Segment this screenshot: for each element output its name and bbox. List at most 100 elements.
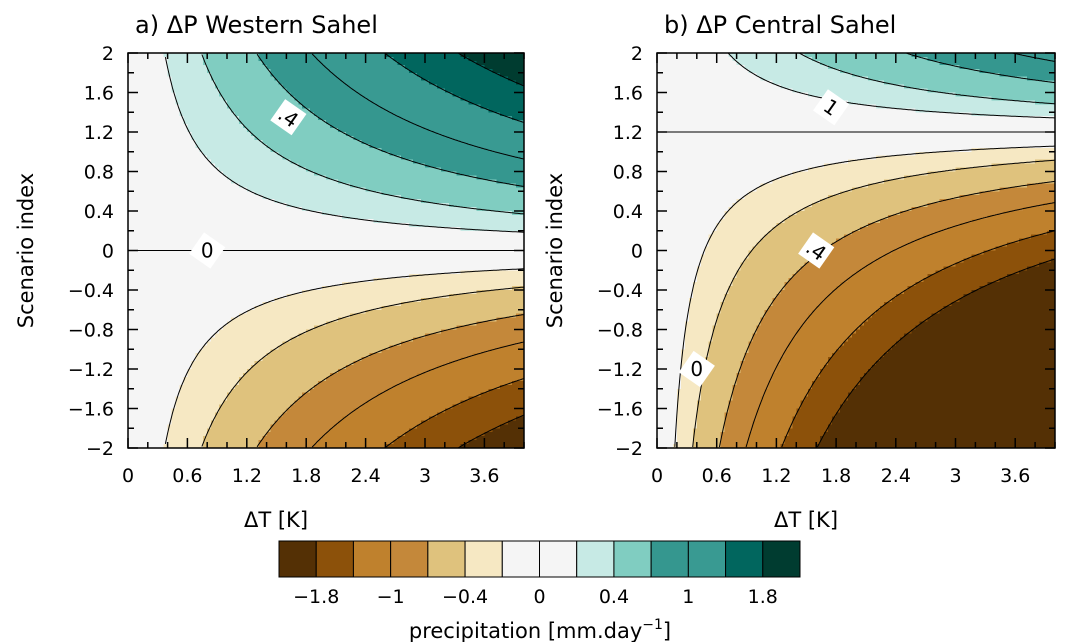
y-tick-label: 0.4	[84, 201, 114, 223]
colorbar-swatch	[650, 540, 689, 578]
contour-label-bg	[678, 350, 715, 388]
contour-label-bg	[813, 89, 850, 126]
contour-line	[201, 286, 525, 447]
contour-lines	[657, 52, 1056, 448]
x-tick-label: 0.6	[172, 465, 202, 487]
y-tick-label: 1.2	[84, 122, 114, 144]
contour-line	[457, 52, 525, 87]
x-tick-label: 3	[949, 465, 961, 487]
y-tick-label: 2	[631, 43, 643, 65]
panel-title: a) ΔP Western Sahel	[135, 11, 378, 39]
y-tick-label: 0	[631, 241, 643, 263]
contour-line	[745, 202, 1056, 448]
contour-line	[457, 414, 525, 449]
colorbar-swatch	[278, 540, 317, 578]
y-tick-label: 1.2	[613, 122, 643, 144]
colorbar-swatch	[539, 540, 578, 578]
y-tick-label: 0	[102, 241, 114, 263]
contour-label-bg	[798, 232, 835, 269]
contour-fill	[128, 53, 525, 449]
colorbar-swatch	[390, 540, 429, 578]
x-tick-label: 1.8	[291, 465, 321, 487]
y-tick-label: 0.8	[613, 162, 643, 184]
ticks	[127, 52, 525, 449]
y-tick-label: 0.4	[613, 201, 643, 223]
colorbar-swatch	[464, 540, 503, 578]
y-tick-label: −2	[86, 438, 114, 460]
contour-line	[816, 258, 1056, 448]
panel-b: 01.40 0.6 1.2 1.8 2.4 3 3.621.61.20.80.40−0.4−…	[543, 11, 1056, 532]
contour-line	[164, 268, 524, 444]
y-tick-label: −1.2	[68, 359, 114, 381]
contour-line	[256, 314, 525, 448]
contour-fill	[657, 53, 1056, 449]
contour-label: 0	[690, 357, 703, 381]
contour-label-bg	[270, 99, 307, 136]
contour-line	[781, 230, 1056, 448]
contour-line	[384, 52, 525, 123]
contour-line	[692, 159, 1056, 448]
colorbar-tick-label: 0	[533, 586, 545, 608]
contour-line	[311, 341, 525, 448]
contour-line	[164, 57, 524, 233]
y-tick-label: −0.4	[68, 280, 114, 302]
x-axis-label: ΔT [K]	[774, 508, 838, 532]
panel-title: b) ΔP Central Sahel	[664, 11, 896, 39]
x-tick-label: 3.6	[1000, 465, 1030, 487]
x-tick-label: 3	[419, 465, 431, 487]
colorbar-tick-label: −1.8	[293, 586, 339, 608]
x-axis-label: ΔT [K]	[244, 508, 308, 532]
contour-line	[1012, 52, 1056, 62]
x-tick-label: 1.2	[232, 465, 262, 487]
colorbar-swatch	[613, 540, 652, 578]
colorbar-swatch	[687, 540, 727, 578]
colorbar-swatch	[725, 540, 764, 578]
contour-line	[799, 52, 1056, 105]
contour-line	[311, 53, 525, 160]
y-tick-label: −2	[615, 438, 643, 460]
contour-line	[727, 52, 1055, 119]
colorbar-tick-label: 0.4	[599, 586, 629, 608]
y-tick-label: 2	[102, 43, 114, 65]
colorbar-tick-label: 1.8	[748, 586, 778, 608]
contour-line	[674, 145, 1055, 447]
contour-line	[384, 378, 525, 449]
colorbar-tick-label: 1	[682, 586, 694, 608]
y-tick-label: 0.8	[84, 162, 114, 184]
contour-line	[718, 180, 1056, 448]
x-tick-label: 2.4	[881, 465, 911, 487]
colorbar-swatch	[427, 540, 466, 578]
contour-line	[256, 53, 525, 187]
panel-a: 0.40 0.6 1.2 1.8 2.4 3 3.621.61.20.80.40−0.4−0…	[14, 11, 525, 532]
x-tick-label: 3.6	[469, 465, 499, 487]
colorbar-swatch	[352, 540, 392, 578]
y-tick-label: −0.8	[68, 320, 114, 342]
y-axis-label: Scenario index	[14, 173, 38, 328]
colorbar-swatch	[762, 540, 801, 578]
colorbar-tick-label: −1	[377, 586, 405, 608]
x-tick-label: 0.6	[702, 465, 732, 487]
y-tick-label: −1.2	[597, 359, 643, 381]
y-tick-label: 1.6	[613, 83, 643, 105]
x-tick-label: 0	[651, 465, 663, 487]
contour-line	[201, 54, 525, 215]
y-tick-label: −0.4	[597, 280, 643, 302]
y-tick-label: −1.6	[597, 399, 643, 421]
contour-label-bg	[189, 232, 226, 269]
x-tick-label: 2.4	[350, 465, 380, 487]
y-tick-label: 1.6	[84, 83, 114, 105]
colorbar-swatch	[315, 540, 354, 578]
contour-label: 0	[201, 239, 214, 263]
x-tick-label: 1.2	[761, 465, 791, 487]
y-tick-label: −0.8	[597, 320, 643, 342]
y-tick-label: −1.6	[68, 399, 114, 421]
ticks	[656, 52, 1056, 449]
colorbar-tick-label: −0.4	[442, 586, 488, 608]
x-tick-label: 1.8	[821, 465, 851, 487]
contour-line	[906, 52, 1056, 84]
x-tick-label: 0	[122, 465, 134, 487]
colorbar-label: precipitation [mm.day−1]	[409, 617, 671, 642]
colorbar: −1.8 −1 −0.4 0 0.4 1 1.8 precipitation [mm.day−…	[278, 540, 801, 642]
colorbar-swatch	[576, 540, 615, 578]
